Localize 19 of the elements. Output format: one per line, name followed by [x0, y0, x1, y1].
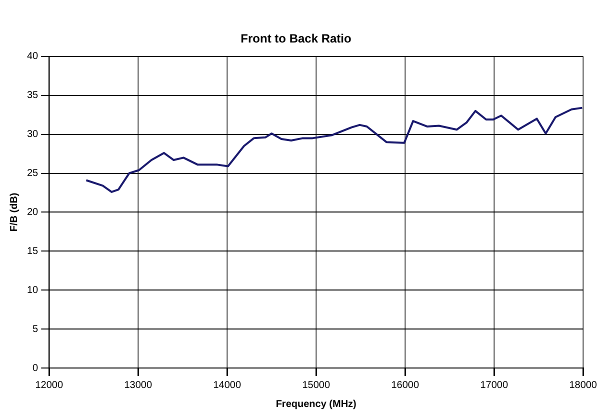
y-tick-label: 35: [27, 90, 39, 102]
y-tick-label: 40: [27, 51, 39, 62]
y-tick-label: 0: [32, 362, 39, 374]
x-tick-label: 13000: [124, 380, 152, 391]
y-tick-label: 15: [27, 246, 39, 257]
y-tick-label: 10: [27, 284, 39, 296]
chart-title: Front to Back Ratio: [240, 32, 352, 46]
y-axis-title: F/B (dB): [8, 192, 20, 232]
x-tick-label: 14000: [213, 380, 242, 391]
y-tick-label: 20: [27, 206, 39, 218]
x-tick-label: 15000: [302, 380, 330, 391]
x-axis-title: Frequency (MHz): [276, 398, 356, 410]
x-tick-label: 17000: [480, 380, 508, 391]
x-tick-label: 16000: [391, 380, 420, 391]
x-tick-label: 18000: [569, 380, 598, 391]
y-tick-label: 5: [32, 324, 39, 335]
y-tick-label: 30: [27, 129, 39, 140]
y-tick-label: 25: [27, 168, 39, 179]
x-tick-label: 12000: [35, 380, 64, 391]
